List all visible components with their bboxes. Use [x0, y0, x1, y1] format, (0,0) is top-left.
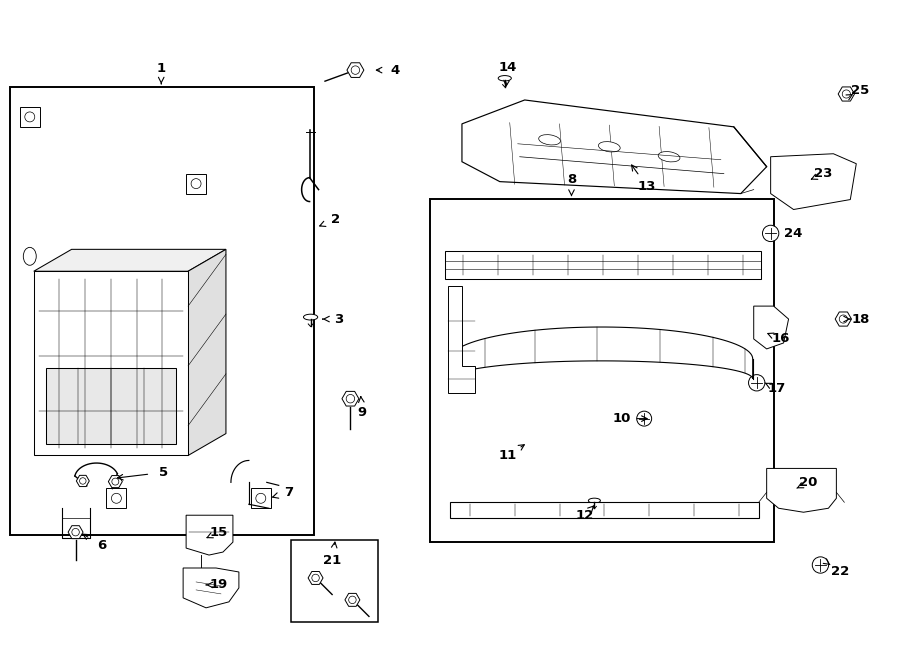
Text: 21: 21 — [323, 553, 342, 566]
Text: 20: 20 — [799, 476, 818, 489]
Text: 9: 9 — [358, 406, 367, 419]
Circle shape — [25, 112, 35, 122]
Polygon shape — [767, 469, 836, 512]
Polygon shape — [342, 391, 359, 406]
Text: 17: 17 — [768, 382, 786, 395]
Polygon shape — [345, 594, 360, 606]
Circle shape — [191, 178, 201, 188]
Polygon shape — [68, 525, 83, 539]
Bar — [10, 87, 313, 535]
Bar — [186, 174, 206, 194]
Text: 3: 3 — [334, 313, 343, 326]
Ellipse shape — [303, 314, 318, 320]
Text: 19: 19 — [210, 578, 228, 592]
Circle shape — [112, 493, 122, 503]
Text: 13: 13 — [638, 180, 656, 193]
Circle shape — [351, 66, 360, 74]
Polygon shape — [188, 249, 226, 455]
Polygon shape — [838, 87, 854, 101]
Ellipse shape — [598, 141, 620, 152]
Circle shape — [813, 557, 829, 573]
Text: 4: 4 — [391, 63, 400, 77]
Ellipse shape — [23, 247, 36, 265]
Circle shape — [256, 493, 266, 503]
Polygon shape — [445, 251, 760, 279]
Text: 23: 23 — [814, 167, 832, 180]
Text: 2: 2 — [331, 213, 340, 226]
Text: 6: 6 — [97, 539, 106, 551]
Circle shape — [72, 528, 79, 536]
Bar — [430, 198, 774, 542]
Polygon shape — [108, 475, 122, 488]
Polygon shape — [346, 63, 364, 77]
Polygon shape — [448, 286, 475, 393]
Circle shape — [311, 574, 320, 582]
Bar — [291, 540, 378, 622]
Ellipse shape — [589, 498, 600, 503]
Circle shape — [636, 411, 652, 426]
Text: 11: 11 — [499, 449, 517, 462]
Circle shape — [840, 315, 848, 323]
Bar — [106, 488, 126, 508]
Circle shape — [79, 478, 86, 485]
Polygon shape — [770, 154, 856, 210]
Circle shape — [112, 478, 119, 485]
Ellipse shape — [539, 135, 561, 145]
Text: 8: 8 — [567, 173, 576, 186]
Polygon shape — [308, 572, 323, 584]
Text: 10: 10 — [612, 412, 631, 425]
Polygon shape — [186, 515, 233, 555]
Polygon shape — [753, 306, 788, 349]
Text: 7: 7 — [284, 486, 293, 499]
Text: 1: 1 — [157, 61, 166, 75]
Circle shape — [346, 395, 355, 403]
Polygon shape — [34, 271, 188, 455]
Polygon shape — [450, 502, 759, 518]
Polygon shape — [76, 475, 89, 486]
Polygon shape — [462, 100, 767, 194]
Circle shape — [762, 225, 778, 241]
Bar — [251, 488, 271, 508]
Polygon shape — [835, 312, 851, 326]
Text: 5: 5 — [158, 466, 167, 479]
Bar — [20, 107, 40, 127]
Polygon shape — [183, 568, 238, 608]
Text: 14: 14 — [499, 61, 517, 73]
Circle shape — [749, 375, 765, 391]
Polygon shape — [46, 368, 176, 444]
Text: 16: 16 — [771, 332, 790, 346]
Circle shape — [842, 90, 850, 98]
Text: 12: 12 — [575, 509, 594, 522]
Polygon shape — [450, 327, 752, 379]
Text: 24: 24 — [785, 227, 803, 240]
Ellipse shape — [658, 151, 680, 162]
Text: 18: 18 — [851, 313, 869, 326]
Polygon shape — [34, 249, 226, 271]
Text: 25: 25 — [851, 83, 869, 97]
Circle shape — [348, 596, 356, 603]
Ellipse shape — [499, 75, 511, 81]
Text: 22: 22 — [832, 565, 850, 578]
Text: 15: 15 — [210, 525, 228, 539]
